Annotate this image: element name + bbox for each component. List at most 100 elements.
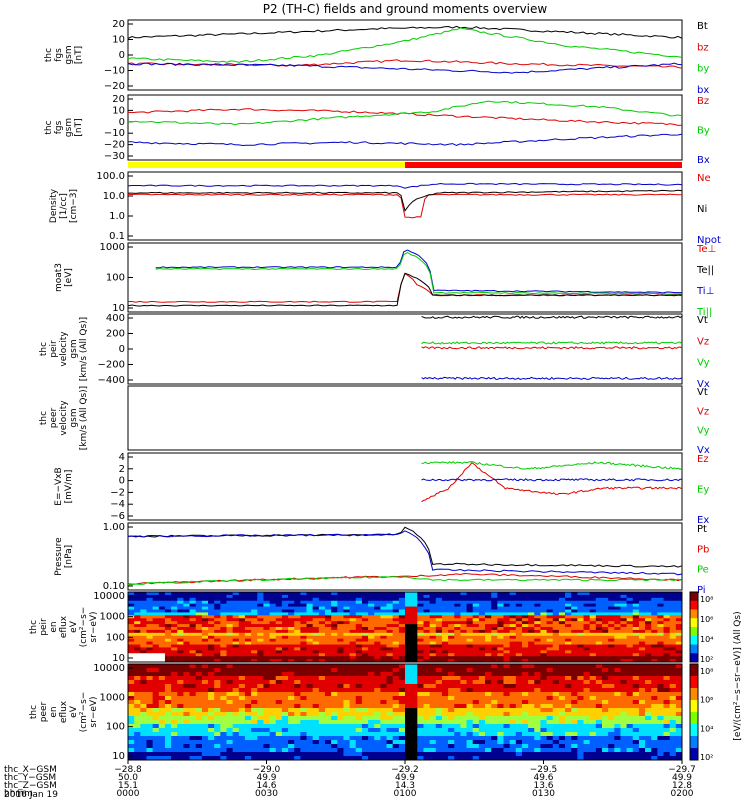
heatmap-cell bbox=[355, 700, 363, 705]
heatmap-cell bbox=[146, 653, 154, 657]
heatmap-cell bbox=[614, 609, 621, 613]
heatmap-cell bbox=[614, 668, 621, 673]
heatmap-cell bbox=[614, 650, 621, 654]
heatmap-cell bbox=[472, 612, 480, 616]
heatmap-cell bbox=[324, 708, 332, 713]
heatmap-cell bbox=[405, 644, 412, 648]
heatmap-cell bbox=[601, 653, 609, 657]
heatmap-cell bbox=[312, 668, 320, 673]
heatmap-cell bbox=[257, 736, 264, 741]
heatmap-cell bbox=[263, 653, 271, 657]
heatmap-cell bbox=[675, 728, 683, 733]
x-tick-label: 14.3 bbox=[395, 781, 415, 791]
heatmap-cell bbox=[626, 635, 634, 640]
y-tick-label: 1.00 bbox=[103, 522, 125, 533]
heatmap-cell bbox=[534, 752, 541, 757]
heatmap-cell bbox=[374, 696, 381, 701]
heatmap-cell bbox=[244, 632, 252, 637]
heatmap-cell bbox=[669, 597, 677, 602]
heatmap-cell bbox=[552, 672, 560, 677]
heatmap-cell bbox=[503, 612, 511, 616]
heatmap-cell bbox=[645, 724, 652, 729]
heatmap-cell bbox=[638, 684, 646, 689]
heatmap-cell bbox=[546, 644, 554, 648]
heatmap-cell bbox=[454, 728, 461, 733]
heatmap-cell bbox=[441, 659, 449, 663]
heatmap-cell bbox=[503, 650, 511, 654]
heatmap-cell bbox=[435, 688, 443, 693]
heatmap-cell bbox=[146, 676, 154, 681]
heatmap-cell bbox=[318, 647, 326, 651]
heatmap-cell bbox=[608, 748, 615, 753]
heatmap-cell bbox=[583, 659, 591, 663]
heatmap-cell bbox=[220, 592, 227, 596]
heatmap-cell bbox=[571, 752, 578, 757]
heatmap-cell bbox=[491, 594, 498, 599]
heatmap-cell bbox=[392, 712, 400, 717]
heatmap-cell bbox=[244, 618, 252, 622]
heatmap-cell bbox=[355, 638, 363, 643]
heatmap-cell bbox=[620, 635, 628, 640]
heatmap-cell bbox=[257, 680, 264, 685]
heatmap-cell bbox=[423, 659, 431, 663]
heatmap-cell bbox=[620, 621, 628, 625]
heatmap-cell bbox=[423, 712, 431, 717]
heatmap-cell bbox=[411, 609, 418, 613]
heatmap-cell bbox=[441, 592, 449, 596]
heatmap-cell bbox=[485, 606, 492, 610]
heatmap-cell bbox=[675, 603, 683, 608]
heatmap-cell bbox=[214, 624, 221, 628]
heatmap-cell bbox=[195, 724, 203, 729]
heatmap-cell bbox=[300, 732, 308, 737]
heatmap-cell bbox=[361, 638, 369, 643]
heatmap-cell bbox=[534, 629, 541, 634]
heatmap-cell bbox=[251, 704, 258, 709]
heatmap-cell bbox=[546, 597, 554, 602]
heatmap-cell bbox=[158, 700, 166, 705]
heatmap-cell bbox=[201, 632, 209, 637]
heatmap-cell bbox=[201, 664, 209, 669]
heatmap-cell bbox=[257, 618, 264, 622]
heatmap-cell bbox=[300, 708, 308, 713]
heatmap-cell bbox=[608, 656, 615, 660]
heatmap-cell bbox=[657, 603, 665, 608]
heatmap-cell bbox=[226, 606, 234, 610]
heatmap-cell bbox=[638, 716, 646, 721]
heatmap-cell bbox=[571, 668, 578, 673]
heatmap-cell bbox=[675, 609, 683, 613]
heatmap-cell bbox=[540, 627, 548, 631]
heatmap-cell bbox=[374, 752, 381, 757]
heatmap-cell bbox=[152, 629, 160, 634]
heatmap-cell bbox=[638, 740, 646, 745]
heatmap-cell bbox=[663, 644, 671, 648]
heatmap-cell bbox=[558, 700, 566, 705]
heatmap-cell bbox=[164, 650, 172, 654]
heatmap-cell bbox=[669, 712, 677, 717]
heatmap-cell bbox=[589, 653, 597, 657]
heatmap-cell bbox=[472, 659, 480, 663]
heatmap-cell bbox=[638, 632, 646, 637]
heatmap-cell bbox=[306, 684, 314, 689]
heatmap-cell bbox=[478, 732, 486, 737]
heatmap-cell bbox=[645, 752, 652, 757]
heatmap-cell bbox=[294, 724, 301, 729]
heatmap-cell bbox=[244, 736, 252, 741]
heatmap-cell bbox=[392, 650, 400, 654]
heatmap-cell bbox=[398, 629, 406, 634]
heatmap-cell bbox=[201, 724, 209, 729]
heatmap-cell bbox=[485, 744, 492, 749]
heatmap-cell bbox=[417, 736, 424, 741]
heatmap-cell bbox=[441, 594, 449, 599]
heatmap-cell bbox=[571, 632, 578, 637]
heatmap-cell bbox=[318, 720, 326, 725]
heatmap-cell bbox=[392, 664, 400, 669]
heatmap-cell bbox=[595, 618, 603, 622]
heatmap-cell bbox=[392, 748, 400, 753]
heatmap-cell bbox=[669, 720, 677, 725]
heatmap-cell bbox=[158, 748, 166, 753]
heatmap-cell bbox=[337, 684, 344, 689]
heatmap-cell bbox=[324, 644, 332, 648]
heatmap-cell bbox=[657, 638, 665, 643]
heatmap-cell bbox=[466, 676, 474, 681]
